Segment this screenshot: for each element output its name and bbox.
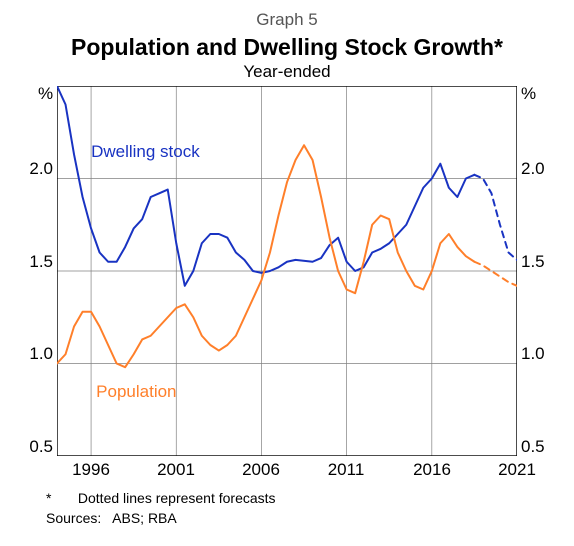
graph-number: Graph 5 xyxy=(0,10,574,30)
y-tick-right: 2.0 xyxy=(521,159,545,179)
y-tick-left: 1.0 xyxy=(3,344,53,364)
x-tick: 1996 xyxy=(61,460,121,480)
footnote: * Dotted lines represent forecasts xyxy=(46,490,276,506)
sources-text: ABS; RBA xyxy=(112,510,177,526)
y-tick-right: 1.5 xyxy=(521,252,545,272)
chart-container: Graph 5 Population and Dwelling Stock Gr… xyxy=(0,0,574,546)
y-tick-left: 1.5 xyxy=(3,252,53,272)
series-label-dwelling: Dwelling stock xyxy=(91,142,200,162)
sources: Sources: ABS; RBA xyxy=(46,510,177,526)
footnote-text: Dotted lines represent forecasts xyxy=(78,490,276,506)
footnote-marker: * xyxy=(46,490,74,506)
sources-label: Sources: xyxy=(46,510,101,526)
x-tick: 2001 xyxy=(146,460,206,480)
y-tick-right: 1.0 xyxy=(521,344,545,364)
x-tick: 2011 xyxy=(316,460,376,480)
y-unit-left: % xyxy=(38,84,53,104)
series-label-population: Population xyxy=(96,382,176,402)
y-tick-left: 2.0 xyxy=(3,159,53,179)
y-tick-right: 0.5 xyxy=(521,437,545,457)
x-tick: 2016 xyxy=(402,460,462,480)
chart-subtitle: Year-ended xyxy=(0,62,574,82)
x-tick: 2006 xyxy=(231,460,291,480)
chart-title: Population and Dwelling Stock Growth* xyxy=(0,34,574,61)
x-tick: 2021 xyxy=(487,460,547,480)
y-tick-left: 0.5 xyxy=(3,437,53,457)
y-unit-right: % xyxy=(521,84,536,104)
